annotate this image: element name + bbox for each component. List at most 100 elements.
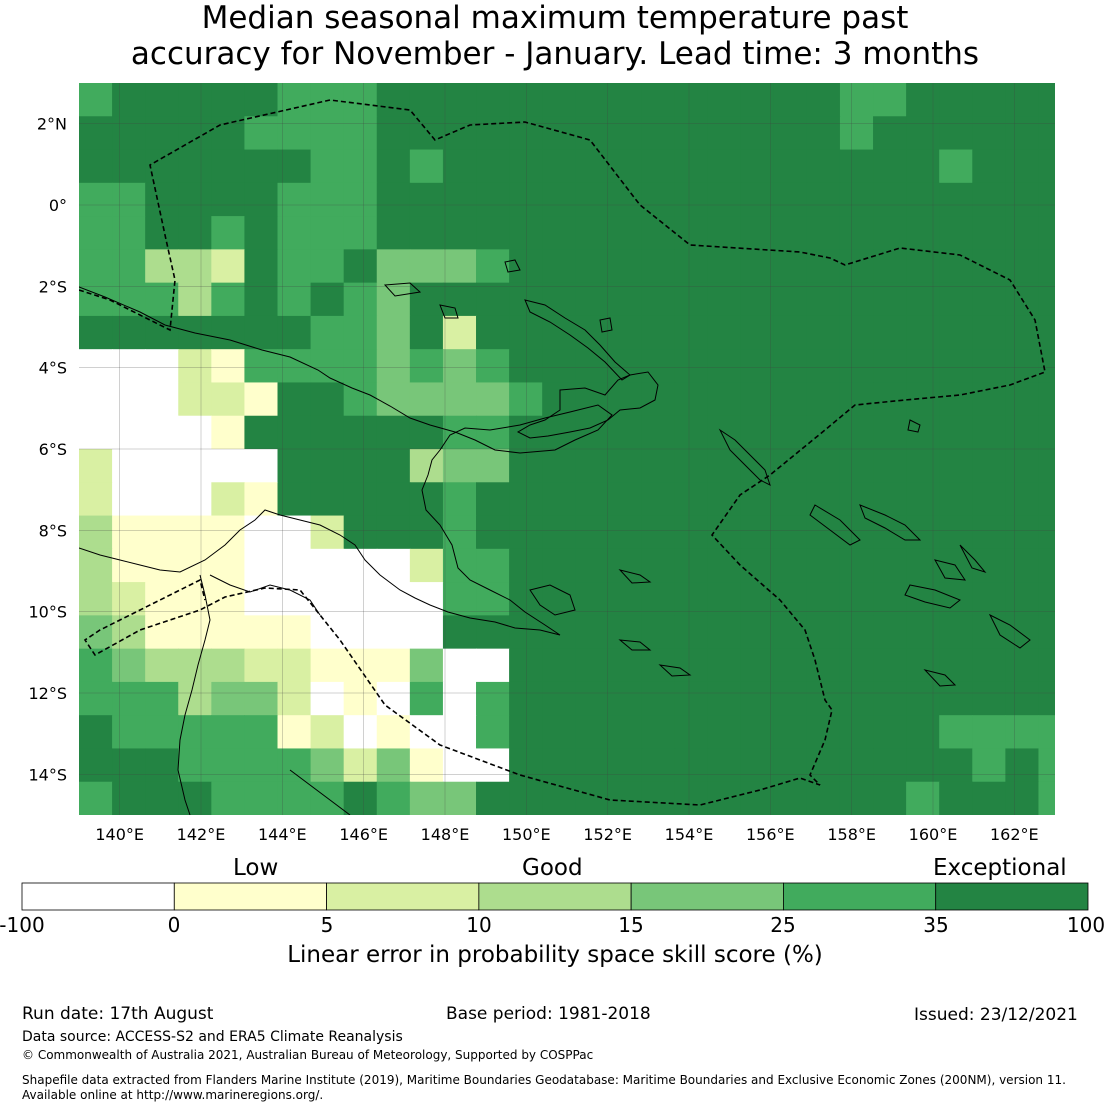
grid-cell — [79, 149, 113, 184]
grid-cell — [244, 781, 279, 815]
grid-cell — [1005, 681, 1040, 716]
colorbar-swatch — [173, 882, 327, 911]
grid-cell — [343, 83, 378, 117]
grid-cell — [707, 449, 742, 483]
grid-cell — [939, 116, 973, 151]
grid-cell — [906, 449, 940, 483]
grid-cell — [145, 349, 179, 384]
grid-cell — [939, 582, 973, 616]
grid-cell — [972, 182, 1006, 217]
grid-cell — [773, 216, 808, 250]
latitude-label: 2°N — [37, 115, 67, 134]
grid-cell — [939, 449, 973, 483]
grid-cell — [145, 382, 179, 417]
grid-cell — [509, 216, 543, 250]
grid-cell — [608, 748, 643, 783]
grid-cell — [773, 182, 808, 217]
grid-cell — [79, 382, 113, 417]
grid-cell — [674, 415, 709, 450]
grid-cell — [740, 482, 775, 517]
grid-cell — [211, 83, 246, 117]
grid-cell — [1005, 382, 1040, 417]
grid-cell — [575, 449, 609, 483]
grid-cell — [873, 282, 907, 317]
grid-cell — [442, 216, 477, 250]
grid-cell — [707, 681, 742, 716]
grid-cell — [476, 615, 510, 650]
grid-cell — [145, 315, 179, 350]
shapefile-credit-line-2: Available online at http://www.marinereg… — [22, 1088, 324, 1102]
grid-cell — [839, 648, 874, 683]
grid-cell — [1005, 349, 1040, 384]
grid-cell — [906, 715, 940, 750]
grid-cell — [112, 482, 146, 517]
grid-cell — [707, 315, 742, 350]
grid-cell — [409, 249, 444, 284]
grid-cell — [608, 615, 643, 650]
grid-cell — [906, 648, 940, 683]
grid-cell — [442, 548, 477, 583]
grid-cell — [575, 282, 609, 317]
grid-cell — [674, 582, 709, 616]
grid-cell — [244, 582, 279, 616]
grid-cell — [310, 116, 345, 151]
grid-cell — [707, 615, 742, 650]
grid-cell — [674, 315, 709, 350]
grid-cell — [707, 249, 742, 284]
grid-cell — [244, 715, 279, 750]
grid-cell — [509, 648, 543, 683]
grid-cell — [839, 548, 874, 583]
grid-cell — [740, 182, 775, 217]
grid-cell — [906, 382, 940, 417]
grid-cell — [310, 648, 345, 683]
grid-cell — [1005, 482, 1040, 517]
grid-cell — [476, 349, 510, 384]
grid-cell — [839, 83, 874, 117]
grid-cell — [376, 182, 411, 217]
grid-cell — [740, 349, 775, 384]
legend-label-low: Low — [233, 855, 279, 881]
grid-cell — [707, 515, 742, 550]
grid-cell — [211, 615, 246, 650]
longitude-label: 152°E — [583, 825, 632, 844]
grid-cell — [79, 681, 113, 716]
grid-cell — [608, 149, 643, 184]
grid-cell — [1038, 748, 1055, 783]
grid-cell — [310, 182, 345, 217]
grid-cell — [674, 249, 709, 284]
grid-cell — [873, 216, 907, 250]
australia-coast — [177, 574, 211, 815]
grid-cell — [178, 615, 212, 650]
grid-cell — [839, 582, 874, 616]
grid-cell — [873, 349, 907, 384]
grid-cell — [806, 681, 841, 716]
grid-cell — [178, 149, 212, 184]
grid-cell — [442, 415, 477, 450]
grid-cell — [145, 681, 179, 716]
grid-cell — [906, 615, 940, 650]
grid-cell — [806, 781, 841, 815]
grid-cell — [509, 249, 543, 284]
grid-cell — [79, 116, 113, 151]
grid-cell — [145, 249, 179, 284]
grid-cell — [442, 249, 477, 284]
grid-cell — [509, 349, 543, 384]
grid-cell — [509, 582, 543, 616]
grid-cell — [476, 715, 510, 750]
grid-cell — [277, 648, 312, 683]
grid-cell — [244, 681, 279, 716]
grid-cell — [740, 249, 775, 284]
grid-cell — [873, 615, 907, 650]
new-britain-coast — [516, 371, 659, 439]
grid-cell — [310, 482, 345, 517]
grid-cell — [740, 715, 775, 750]
grid-cell — [211, 681, 246, 716]
grid-cell — [244, 349, 279, 384]
grid-cell — [873, 582, 907, 616]
grid-cell — [376, 615, 411, 650]
grid-cell — [442, 681, 477, 716]
grid-cell — [740, 748, 775, 783]
grid-cell — [972, 415, 1006, 450]
grid-cell — [1005, 83, 1040, 117]
grid-cell — [244, 315, 279, 350]
